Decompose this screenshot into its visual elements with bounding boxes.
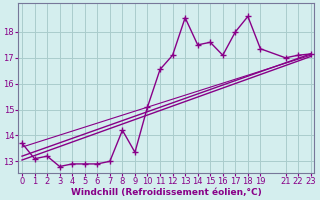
X-axis label: Windchill (Refroidissement éolien,°C): Windchill (Refroidissement éolien,°C)	[71, 188, 262, 197]
